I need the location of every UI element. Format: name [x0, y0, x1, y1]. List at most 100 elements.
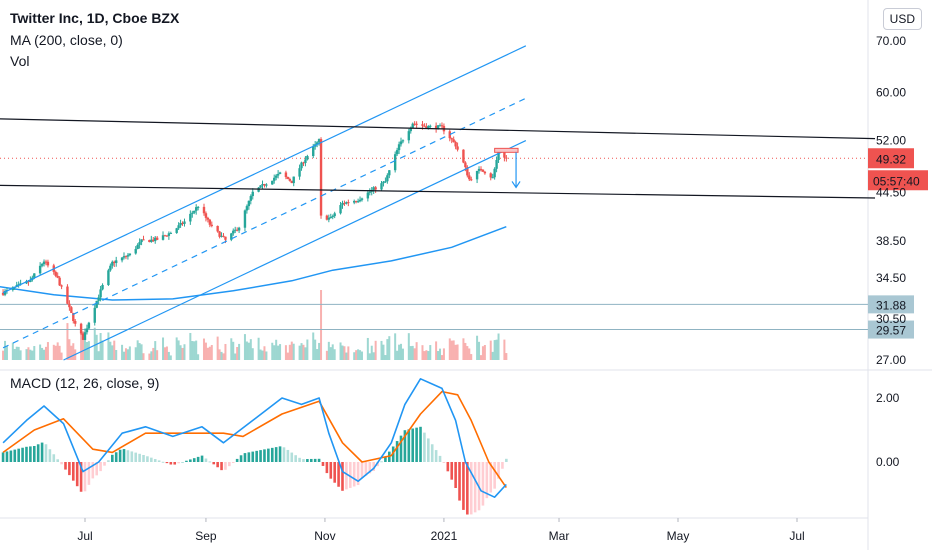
volume-bar — [183, 344, 186, 360]
volume-bar — [425, 350, 428, 360]
volume-bar — [421, 345, 424, 360]
trend-lines[interactable] — [0, 45, 876, 361]
candle-body — [358, 199, 362, 202]
target-arrow-head — [511, 181, 521, 189]
candle-body — [491, 177, 494, 179]
macd-histogram-bar — [341, 462, 344, 491]
level-price-tag — [868, 295, 914, 314]
macd-histogram-bar — [501, 462, 504, 469]
candle-body — [470, 179, 473, 181]
volume-bar — [370, 345, 373, 360]
macd-indicator-label[interactable]: MACD (12, 26, close, 9) — [10, 375, 160, 391]
volume-bar — [236, 346, 239, 360]
volume-bar — [355, 350, 358, 360]
candle-body — [360, 198, 364, 200]
volume-bar — [126, 349, 129, 360]
macd-histogram-bar — [228, 462, 231, 467]
position-annotation[interactable] — [494, 147, 521, 189]
candle-body — [206, 217, 210, 220]
volume-bar — [44, 346, 47, 360]
macd-histogram-bar — [505, 458, 508, 462]
volume-bar — [25, 349, 28, 360]
candle-body — [27, 281, 30, 283]
candle-body — [38, 265, 42, 274]
macd-histogram-bar — [231, 462, 235, 463]
macd-histogram-bar — [348, 462, 352, 488]
candle-body — [29, 279, 32, 282]
candle-body — [505, 157, 508, 159]
macd-histogram-bar — [368, 462, 372, 474]
volume-bar — [409, 346, 412, 360]
candle-body — [265, 184, 268, 186]
volume-bar — [247, 342, 250, 360]
macd-histogram-bar — [345, 462, 348, 490]
volume-bar — [84, 334, 86, 360]
macd-histogram-bar — [403, 430, 407, 462]
volume-bar — [17, 346, 20, 360]
candle-body — [42, 261, 46, 265]
volume-bar — [222, 353, 225, 360]
currency-button[interactable]: USD — [882, 8, 922, 30]
candle-body — [438, 125, 442, 127]
volume-bar — [113, 340, 116, 360]
macd-histogram-bar — [5, 451, 9, 462]
volume-bar — [97, 351, 100, 360]
candle-body — [237, 227, 241, 231]
volume-bar — [206, 347, 209, 360]
volume-bar — [300, 343, 303, 360]
volume-bar — [136, 340, 139, 360]
volume-bar — [312, 332, 315, 360]
volume-bar — [341, 345, 344, 360]
macd-histogram-bar — [485, 462, 489, 499]
candle-body — [136, 244, 139, 249]
candle-body — [481, 169, 485, 172]
candle-body — [263, 184, 266, 186]
macd-histogram-bar — [270, 447, 274, 462]
volume-bar — [505, 353, 508, 360]
macd-histogram-bar — [9, 450, 13, 462]
macd-histogram-bar — [189, 459, 192, 462]
macd-histogram-bar — [134, 452, 138, 462]
ma-indicator-label[interactable]: MA (200, close, 0) — [10, 32, 123, 48]
volume-bar — [374, 340, 377, 360]
candle-body — [175, 228, 178, 233]
volume-bar — [115, 350, 118, 360]
macd-histogram-bar — [313, 458, 317, 462]
candle-body — [154, 237, 157, 242]
volume-bar — [333, 349, 336, 360]
candle-body — [274, 175, 278, 178]
volume-bar — [454, 344, 457, 360]
candle-body — [169, 232, 173, 234]
macd-tick-label: 0.00 — [876, 455, 900, 469]
level-price-text: 31.88 — [876, 298, 906, 312]
candle-body — [140, 239, 143, 243]
volume-bar — [456, 344, 459, 360]
candle-body — [319, 139, 323, 216]
macd-histogram-bar — [13, 449, 17, 462]
candle-body — [70, 307, 73, 313]
horizontal-levels[interactable]: 31.88 29.57 49.32 05:57:40 — [0, 148, 928, 339]
candle-body — [161, 235, 165, 240]
candle-body — [450, 138, 453, 140]
candle-body — [79, 323, 83, 334]
price-tick-label: 27.00 — [876, 353, 906, 367]
volume-bar — [329, 347, 332, 360]
trend-line — [63, 139, 527, 361]
volume-bar — [452, 340, 455, 360]
volume-indicator-label[interactable]: Vol — [10, 53, 30, 69]
candle-body — [345, 202, 348, 204]
macd-histogram-bar — [278, 446, 282, 462]
volume-bar — [11, 342, 14, 360]
volume-bar — [372, 352, 375, 360]
candle-body — [397, 144, 401, 151]
candle-body — [232, 230, 235, 234]
level-price-text: 29.57 — [876, 324, 906, 338]
volume-bar — [58, 345, 61, 360]
candle-body — [425, 126, 428, 129]
candle-body — [179, 222, 182, 226]
volume-bars — [2, 290, 508, 360]
macd-histogram-bar — [309, 458, 313, 462]
volume-bar — [423, 351, 426, 360]
